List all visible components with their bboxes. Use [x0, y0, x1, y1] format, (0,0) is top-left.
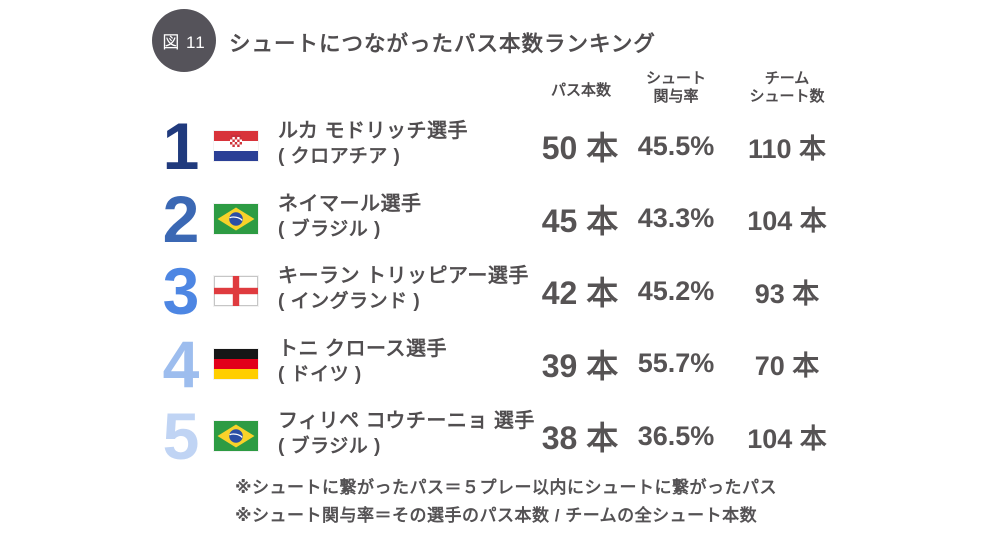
ranking-row: 1 ルカ モドリッチ選手 ( クロアチア ) 50 本 45.5% 110 本 — [0, 110, 1000, 182]
rank-number: 1 — [162, 109, 200, 183]
team-shots-value: 110 本 — [747, 133, 827, 164]
column-header-passes-label: パス本数 — [550, 82, 611, 99]
team-shots-value: 70 本 — [754, 351, 820, 381]
player-info: トニ クロース選手 ( ドイツ ) — [278, 337, 447, 387]
player-name: ネイマール選手 — [278, 192, 422, 215]
player-country: ( ドイツ ) — [278, 363, 362, 385]
column-header-team-shots-line2: シュート数 — [749, 88, 825, 105]
player-info: キーラン トリッピアー選手 ( イングランド ) — [278, 264, 529, 314]
rank-number: 3 — [162, 254, 200, 328]
figure-number-label: 図 11 — [162, 33, 206, 52]
player-name: ルカ モドリッチ選手 — [278, 120, 468, 142]
passes-value: 45 本 — [541, 202, 619, 239]
involvement-value: 36.5% — [637, 420, 715, 451]
team-shots-value: 104 本 — [747, 206, 827, 236]
player-name: トニ クロース選手 — [278, 337, 448, 360]
ranking-row: 3 キーラン トリッピアー選手 ( イングランド ) 42 本 45.2% 93… — [0, 255, 1000, 327]
footnotes: ※シュートに繋がったパス＝５プレー以内にシュートに繋がったパス ※シュート関与率… — [235, 474, 777, 530]
player-info: ネイマール選手 ( ブラジル ) — [278, 192, 422, 242]
passes-value: 38 本 — [541, 420, 619, 456]
rank-number: 4 — [162, 326, 200, 401]
player-info: ルカ モドリッチ選手 ( クロアチア ) — [278, 119, 468, 169]
footnote-definition-involvement: ※シュート関与率＝その選手のパス本数 / チームの全シュート本数 — [235, 506, 758, 525]
ranking-row: 5 フィリペ コウチーニョ 選手 ( ブラジル ) 38 本 36.5% 104… — [0, 400, 1000, 472]
involvement-value: 45.2% — [637, 275, 715, 306]
player-name: フィリペ コウチーニョ 選手 — [278, 410, 535, 432]
team-shots-value: 104 本 — [747, 423, 827, 454]
figure-title: シュートにつながったパス本数ランキング — [229, 32, 656, 56]
column-header-involvement-line2: 関与率 — [653, 88, 699, 105]
croatia-flag-icon — [214, 131, 258, 161]
column-header-team-shots-line1: チーム — [764, 70, 810, 87]
brazil-flag-icon — [214, 203, 258, 234]
player-country: ( ブラジル ) — [278, 436, 381, 457]
rank-number: 5 — [162, 399, 200, 473]
column-header-team-shots: チーム シュート数 — [733, 70, 841, 106]
column-header-involvement-line1: シュート — [645, 70, 706, 87]
ranking-row: 4 トニ クロース選手 ( ドイツ ) 39 本 55.7% 70 本 — [0, 328, 1000, 400]
involvement-value: 55.7% — [637, 348, 715, 378]
ranking-row: 2 ネイマール選手 ( ブラジル ) 45 本 43.3% 104 本 — [0, 183, 1000, 255]
passes-value: 50 本 — [541, 130, 619, 166]
passes-value: 42 本 — [541, 275, 619, 311]
england-flag-icon — [214, 276, 258, 306]
involvement-value: 43.3% — [637, 203, 715, 233]
involvement-value: 45.5% — [637, 130, 715, 161]
passes-value: 39 本 — [541, 347, 619, 384]
column-header-passes: パス本数 — [535, 82, 627, 100]
rank-number: 2 — [162, 181, 200, 256]
germany-flag-icon — [214, 348, 258, 379]
column-header-shot-involvement: シュート 関与率 — [630, 70, 722, 106]
player-country: ( イングランド ) — [278, 291, 421, 312]
player-name: キーラン トリッピアー選手 — [278, 265, 529, 287]
footnote-definition-pass: ※シュートに繋がったパス＝５プレー以内にシュートに繋がったパス — [235, 478, 778, 497]
player-country: ( クロアチア ) — [278, 146, 401, 167]
brazil-flag-icon — [214, 421, 258, 451]
player-info: フィリペ コウチーニョ 選手 ( ブラジル ) — [278, 409, 535, 459]
team-shots-value: 93 本 — [754, 278, 820, 309]
figure-number-badge: 図 11 — [152, 9, 216, 72]
player-country: ( ブラジル ) — [278, 218, 381, 240]
